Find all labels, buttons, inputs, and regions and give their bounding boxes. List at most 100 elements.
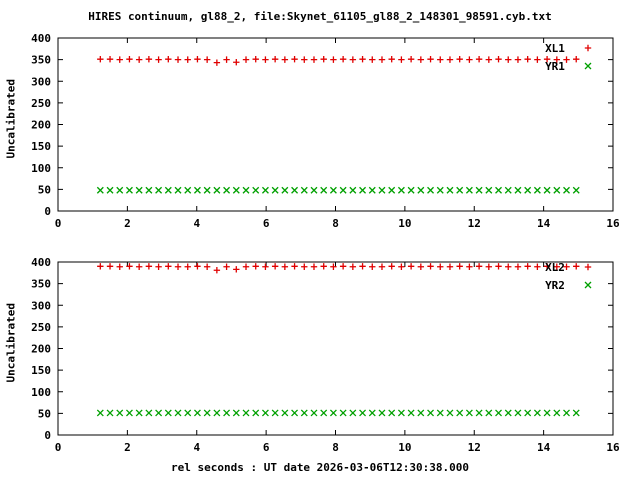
data-point-plus xyxy=(262,56,269,63)
data-point-plus xyxy=(310,263,318,270)
data-point-plus xyxy=(369,263,376,270)
data-point-cross xyxy=(427,186,435,194)
y-tick-label: 400 xyxy=(31,32,51,45)
data-point-cross xyxy=(291,186,299,194)
data-point-plus xyxy=(466,56,473,63)
data-point-plus xyxy=(349,263,357,270)
data-point-cross xyxy=(213,186,221,194)
data-point-plus xyxy=(398,263,405,270)
data-point-plus xyxy=(233,59,240,66)
data-point-plus xyxy=(252,263,259,270)
data-point-plus xyxy=(301,56,308,63)
data-point-plus xyxy=(417,263,425,270)
data-point-cross xyxy=(310,409,318,417)
legend-label-xl1: XL1 xyxy=(545,42,565,55)
x-tick-label: 14 xyxy=(537,217,551,230)
data-point-plus xyxy=(427,55,434,63)
data-point-plus xyxy=(135,263,143,270)
data-point-plus xyxy=(446,263,454,270)
data-point-cross xyxy=(232,409,240,417)
data-point-plus xyxy=(252,55,259,63)
data-point-plus xyxy=(145,263,153,270)
data-point-cross xyxy=(281,186,289,194)
x-tick-label: 4 xyxy=(193,217,200,230)
x-tick-label: 12 xyxy=(468,441,481,454)
data-point-cross xyxy=(563,186,570,194)
data-point-cross xyxy=(388,409,396,417)
data-point-plus xyxy=(184,263,191,270)
data-point-cross xyxy=(349,186,357,194)
data-point-cross xyxy=(261,186,269,194)
data-point-cross xyxy=(242,186,250,194)
data-point-cross xyxy=(320,186,328,194)
data-point-cross xyxy=(359,409,367,417)
x-tick-label: 12 xyxy=(468,217,481,230)
data-point-cross xyxy=(388,186,396,194)
data-point-plus xyxy=(534,56,541,63)
x-tick-label: 2 xyxy=(124,217,131,230)
data-point-plus xyxy=(320,263,327,270)
data-point-plus xyxy=(456,263,463,270)
data-point-plus xyxy=(223,263,230,270)
data-point-cross xyxy=(417,409,425,417)
panel-top: 0 50 100 150 200 250 300 350 400 0 2 4 6 8 10 12 14 16 XL1… xyxy=(31,32,620,230)
data-point-cross xyxy=(300,186,308,194)
data-point-plus xyxy=(407,55,415,63)
x-tick-label: 8 xyxy=(332,217,339,230)
data-point-cross xyxy=(456,186,464,194)
data-point-plus xyxy=(330,56,337,63)
y-tick-label: 250 xyxy=(31,321,51,334)
data-point-cross xyxy=(563,409,570,417)
legend-label-yr2: YR2 xyxy=(545,279,565,292)
data-point-cross xyxy=(407,186,415,194)
data-point-cross xyxy=(378,409,386,417)
data-point-plus xyxy=(126,55,133,63)
data-point-plus xyxy=(116,56,123,63)
data-point-cross xyxy=(378,186,386,194)
data-point-cross xyxy=(213,409,221,417)
data-point-plus xyxy=(417,56,425,63)
data-point-cross xyxy=(584,281,592,289)
data-point-plus xyxy=(456,55,463,63)
data-point-plus xyxy=(514,56,522,63)
data-point-cross xyxy=(174,186,182,194)
data-point-cross xyxy=(475,409,483,417)
data-point-cross xyxy=(320,409,328,417)
data-point-plus xyxy=(203,56,211,63)
data-point-cross xyxy=(174,409,182,417)
data-point-cross xyxy=(339,409,347,417)
data-point-plus xyxy=(126,263,133,270)
y-tick-label: 150 xyxy=(31,364,51,377)
data-point-cross xyxy=(223,409,231,417)
legend-label-yr1: YR1 xyxy=(545,60,565,73)
data-point-plus xyxy=(184,56,191,63)
data-point-plus xyxy=(359,263,366,270)
data-point-cross xyxy=(339,186,347,194)
data-point-cross xyxy=(329,186,337,194)
data-point-plus xyxy=(320,55,327,63)
data-point-plus xyxy=(427,263,434,270)
data-point-plus xyxy=(359,55,366,63)
data-point-plus xyxy=(505,263,512,270)
data-point-plus xyxy=(584,263,592,271)
data-point-cross xyxy=(310,186,318,194)
data-point-cross xyxy=(436,409,444,417)
data-point-cross xyxy=(533,186,541,194)
data-point-plus xyxy=(563,263,570,270)
data-point-plus xyxy=(310,56,318,63)
data-point-plus xyxy=(369,56,376,63)
data-point-cross xyxy=(184,409,192,417)
data-point-cross xyxy=(553,409,561,417)
data-point-plus xyxy=(573,55,580,63)
data-point-plus xyxy=(534,263,541,270)
data-point-plus xyxy=(233,266,240,273)
x-axis-label: rel seconds : UT date 2026-03-06T12:30:3… xyxy=(170,461,469,474)
x-tick-label: 0 xyxy=(55,217,62,230)
data-point-plus xyxy=(135,56,143,63)
data-point-plus xyxy=(174,263,182,270)
data-point-cross xyxy=(495,409,502,417)
data-point-cross xyxy=(291,409,299,417)
data-point-plus xyxy=(495,263,502,270)
